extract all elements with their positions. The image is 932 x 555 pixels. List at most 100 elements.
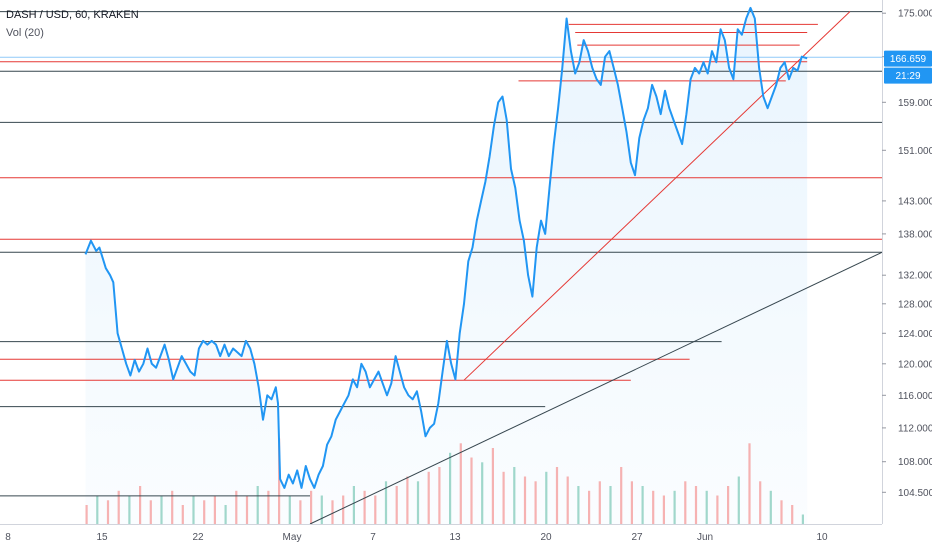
volume-bar-63 (759, 481, 762, 525)
volume-bar-49 (609, 486, 612, 524)
volume-bar-9 (181, 505, 184, 524)
y-tick-label-4: 143.000 (898, 196, 932, 207)
x-tick-label-3: May (283, 532, 302, 543)
volume-bar-11 (203, 500, 206, 525)
volume-bar-50 (620, 467, 623, 524)
volume-bar-46 (577, 486, 580, 524)
volume-bar-60 (727, 486, 730, 524)
volume-bar-17 (267, 490, 270, 525)
x-tick-label-7: 27 (631, 532, 643, 543)
volume-bar-16 (256, 486, 259, 524)
price-series-line[interactable] (84, 6, 808, 489)
volume-bar-54 (662, 495, 665, 524)
last-price-value: 166.659 (890, 54, 927, 65)
volume-bar-52 (641, 486, 644, 524)
y-tick-label-7: 128.000 (898, 299, 932, 310)
volume-bar-57 (694, 486, 698, 524)
volume-bar-51 (630, 481, 633, 525)
volume-bar-20 (299, 500, 302, 525)
volume-bar-25 (352, 486, 355, 524)
volume-bar-35 (459, 443, 462, 525)
volume-bar-3 (117, 490, 120, 525)
volume-bar-8 (171, 490, 174, 525)
volume-bar-0 (85, 505, 88, 524)
y-tick-label-0: 175.000 (898, 9, 932, 20)
bar-countdown-tag[interactable] (884, 67, 932, 84)
y-tick-label-3: 151.000 (898, 146, 932, 157)
volume-bar-30 (406, 476, 409, 524)
volume-bar-53 (652, 490, 655, 525)
volume-bar-23 (331, 500, 334, 525)
volume-bar-13 (224, 505, 227, 524)
trend-line-18[interactable] (309, 251, 883, 525)
volume-bar-40 (513, 467, 516, 524)
x-tick-label-0: 8 (5, 532, 11, 543)
y-tick-label-2: 159.000 (898, 98, 932, 109)
volume-bar-66 (791, 505, 794, 524)
x-tick-label-2: 22 (192, 532, 204, 543)
volume-bar-26 (363, 490, 366, 525)
volume-bar-47 (588, 490, 591, 525)
volume-bar-45 (566, 476, 569, 524)
volume-bar-62 (748, 443, 751, 525)
volume-bar-2 (106, 500, 110, 525)
trend-line-17[interactable] (463, 11, 851, 381)
volume-bar-7 (160, 495, 163, 524)
y-tick-label-5: 138.000 (898, 229, 932, 240)
volume-bar-15 (245, 495, 249, 524)
y-tick-label-9: 120.000 (898, 359, 932, 370)
volume-bar-10 (192, 495, 195, 524)
volume-bar-24 (342, 495, 345, 524)
volume-bar-65 (780, 500, 783, 525)
price-axis-background (882, 0, 932, 550)
volume-bar-18 (278, 438, 281, 524)
volume-bar-43 (545, 471, 548, 525)
volume-bar-33 (438, 467, 441, 524)
x-tick-label-4: 7 (370, 532, 376, 543)
volume-bar-39 (502, 471, 505, 525)
volume-bar-31 (416, 481, 420, 525)
volume-bar-19 (288, 495, 291, 524)
volume-bar-55 (673, 490, 676, 525)
x-tick-label-8: Jun (697, 532, 713, 543)
bar-countdown-value: 21:29 (895, 71, 920, 82)
volume-bar-32 (427, 471, 430, 525)
y-tick-label-11: 112.000 (898, 423, 932, 434)
y-tick-label-6: 132.000 (898, 271, 932, 282)
volume-bar-59 (716, 495, 719, 524)
volume-bar-27 (374, 495, 377, 524)
volume-bar-42 (534, 481, 537, 525)
volume-bar-4 (128, 495, 131, 524)
volume-bar-12 (213, 495, 216, 524)
volume-bar-22 (320, 495, 323, 524)
x-tick-label-5: 13 (449, 532, 461, 543)
volume-bar-6 (149, 500, 152, 525)
indicator-label[interactable]: Vol (20) (6, 27, 44, 39)
x-tick-label-9: 10 (816, 532, 828, 543)
volume-bar-56 (684, 481, 687, 525)
volume-bar-41 (523, 476, 527, 524)
symbol-label[interactable]: DASH / USD, 60, KRAKEN (6, 9, 139, 21)
volume-bar-48 (598, 481, 601, 525)
volume-bar-61 (737, 476, 740, 524)
volume-bar-38 (491, 448, 494, 524)
volume-bar-34 (449, 452, 452, 525)
volume-bar-44 (555, 467, 559, 524)
volume-bar-28 (384, 481, 388, 525)
y-tick-label-13: 104.500 (898, 488, 932, 499)
volume-bar-14 (235, 490, 238, 525)
x-tick-label-6: 20 (540, 532, 552, 543)
volume-bar-37 (481, 462, 484, 525)
volume-bar-64 (769, 490, 772, 525)
volume-bar-1 (96, 495, 99, 524)
chart-legend: DASH / USD, 60, KRAKEN Vol (20) (6, 6, 139, 42)
y-tick-label-10: 116.000 (898, 391, 932, 402)
volume-bar-21 (310, 490, 313, 525)
y-tick-label-12: 108.000 (898, 457, 932, 468)
x-tick-label-1: 15 (96, 532, 108, 543)
last-price-tag[interactable] (884, 50, 932, 67)
volume-bar-67 (801, 514, 804, 524)
volume-bar-36 (470, 457, 473, 524)
